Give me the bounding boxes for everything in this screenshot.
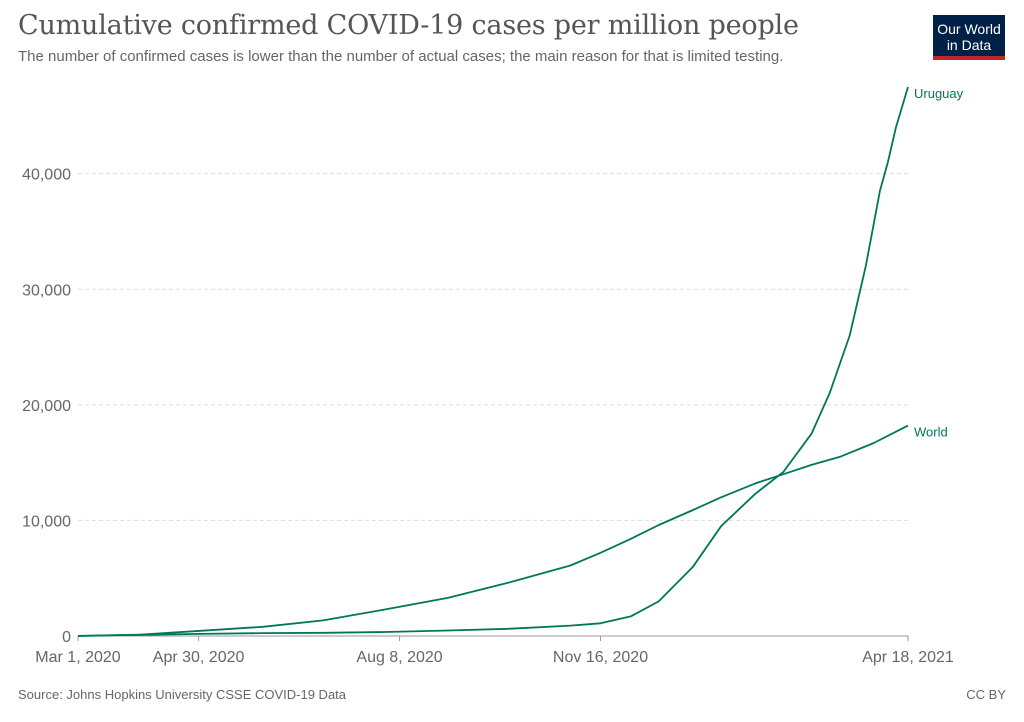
license-link[interactable]: CC BY xyxy=(966,687,1006,702)
series-line-uruguay xyxy=(77,86,909,637)
logo-line-1: Our World xyxy=(937,21,1001,37)
x-tick-label: Mar 1, 2020 xyxy=(35,649,120,666)
y-tick-label: 10,000 xyxy=(22,513,71,530)
series-lines xyxy=(77,86,909,637)
y-tick-label: 30,000 xyxy=(22,282,71,299)
chart-subtitle: The number of confirmed cases is lower t… xyxy=(18,48,784,65)
y-tick-label: 40,000 xyxy=(22,167,71,184)
x-tick-label: Apr 30, 2020 xyxy=(153,649,245,666)
y-tick-label: 0 xyxy=(62,629,71,646)
x-tick-label: Apr 18, 2021 xyxy=(862,649,954,666)
owid-logo[interactable]: Our World in Data xyxy=(933,15,1005,60)
chart-title: Cumulative confirmed COVID-19 cases per … xyxy=(18,10,799,41)
gridlines xyxy=(78,173,908,521)
series-label-world: World xyxy=(914,425,948,440)
x-axis: Mar 1, 2020 Apr 30, 2020 Aug 8, 2020 Nov 16… xyxy=(35,635,954,666)
logo-line-2: in Data xyxy=(946,37,992,53)
series-label-uruguay: Uruguay xyxy=(914,86,964,101)
y-tick-label: 20,000 xyxy=(22,398,71,415)
x-tick-label: Aug 8, 2020 xyxy=(356,649,442,666)
x-tick-label: Nov 16, 2020 xyxy=(553,649,648,666)
series-labels: Uruguay World xyxy=(914,86,964,440)
series-line-world xyxy=(77,424,909,637)
y-axis-ticks: 0 10,000 20,000 30,000 40,000 xyxy=(22,167,71,646)
source-note[interactable]: Source: Johns Hopkins University CSSE CO… xyxy=(18,687,347,702)
